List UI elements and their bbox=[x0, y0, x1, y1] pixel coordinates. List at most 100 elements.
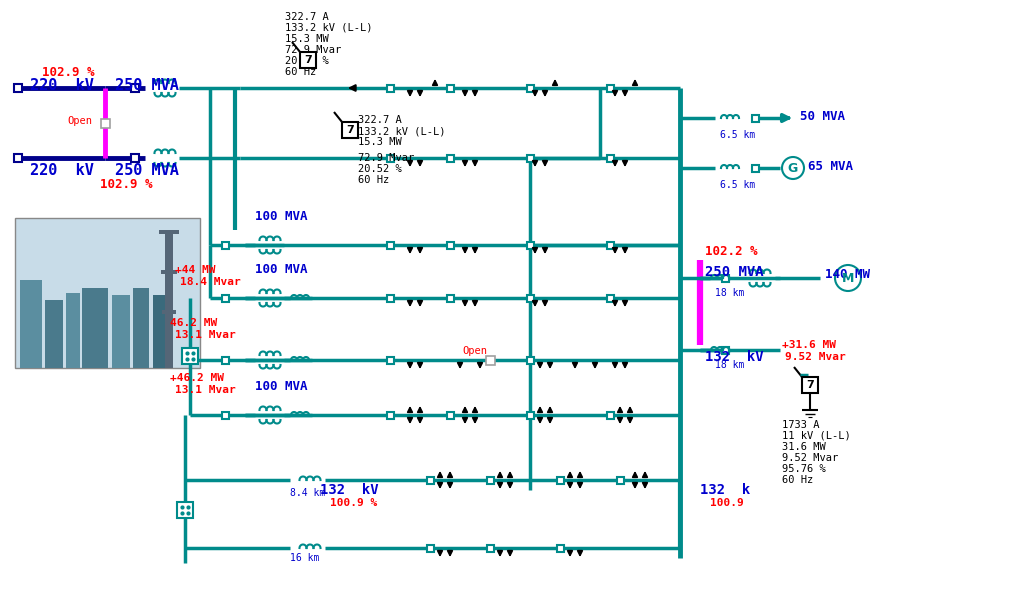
Text: 132  k: 132 k bbox=[700, 483, 751, 497]
Bar bbox=[100, 119, 110, 127]
Text: 60 Hz: 60 Hz bbox=[358, 175, 389, 185]
Text: 7: 7 bbox=[806, 380, 814, 390]
Text: 6.5 km: 6.5 km bbox=[720, 180, 756, 190]
Text: 102.9 %: 102.9 % bbox=[100, 178, 153, 191]
Text: 220  kV: 220 kV bbox=[30, 163, 94, 178]
Bar bbox=[15, 218, 200, 368]
Text: 18.4 Mvar: 18.4 Mvar bbox=[180, 277, 241, 287]
Text: 132  kV: 132 kV bbox=[705, 350, 764, 364]
Text: 15.3 MW: 15.3 MW bbox=[285, 34, 329, 44]
Text: 50 MVA: 50 MVA bbox=[800, 110, 845, 123]
Text: +31.6 MW: +31.6 MW bbox=[782, 340, 836, 350]
Text: 7: 7 bbox=[304, 55, 312, 65]
Bar bbox=[182, 348, 198, 364]
Bar bbox=[131, 84, 139, 92]
Text: 250 MVA: 250 MVA bbox=[115, 78, 179, 93]
Bar bbox=[446, 84, 454, 92]
Bar bbox=[446, 295, 454, 301]
Text: 322.7 A: 322.7 A bbox=[358, 115, 401, 125]
Bar bbox=[446, 242, 454, 248]
Text: Open: Open bbox=[462, 346, 487, 356]
Text: 6.5 km: 6.5 km bbox=[720, 130, 756, 140]
Bar bbox=[446, 154, 454, 162]
Text: 60 Hz: 60 Hz bbox=[285, 67, 316, 77]
Bar bbox=[14, 154, 22, 162]
Bar bbox=[153, 295, 169, 368]
Text: 7: 7 bbox=[346, 125, 354, 135]
Text: 100 MVA: 100 MVA bbox=[255, 380, 307, 393]
Text: 13.1 Mvar: 13.1 Mvar bbox=[175, 385, 236, 395]
Bar bbox=[526, 84, 534, 92]
Text: 72.9 Mvar: 72.9 Mvar bbox=[358, 153, 415, 163]
Bar bbox=[616, 477, 624, 483]
Bar bbox=[752, 114, 759, 122]
Text: 100 MVA: 100 MVA bbox=[255, 263, 307, 276]
Bar bbox=[526, 357, 534, 363]
Bar bbox=[802, 377, 818, 393]
Bar bbox=[165, 230, 173, 368]
Bar bbox=[221, 357, 228, 363]
Text: 100.9 %: 100.9 % bbox=[330, 498, 377, 508]
Bar bbox=[386, 295, 393, 301]
Bar bbox=[133, 288, 150, 368]
Text: 322.7 A: 322.7 A bbox=[285, 12, 329, 22]
Text: 46.2 MW: 46.2 MW bbox=[170, 318, 217, 328]
Bar bbox=[20, 280, 42, 368]
Bar bbox=[161, 270, 177, 274]
Bar bbox=[386, 411, 393, 418]
Text: 65 MVA: 65 MVA bbox=[808, 160, 853, 173]
Bar bbox=[221, 411, 228, 418]
Bar bbox=[606, 154, 613, 162]
Text: 9.52 Mvar: 9.52 Mvar bbox=[782, 453, 839, 463]
Bar bbox=[722, 274, 728, 282]
Bar bbox=[606, 295, 613, 301]
Text: 60 Hz: 60 Hz bbox=[782, 475, 813, 485]
Bar bbox=[427, 477, 433, 483]
Circle shape bbox=[782, 157, 804, 179]
Bar bbox=[386, 154, 393, 162]
Text: 95.76 %: 95.76 % bbox=[782, 464, 825, 474]
Bar bbox=[606, 411, 613, 418]
Bar bbox=[526, 411, 534, 418]
Text: 1733 A: 1733 A bbox=[782, 420, 819, 430]
Bar bbox=[386, 357, 393, 363]
Text: 20.52 %: 20.52 % bbox=[285, 56, 329, 66]
Text: M: M bbox=[842, 271, 854, 285]
Text: 72.9 Mvar: 72.9 Mvar bbox=[285, 45, 341, 55]
Text: 102.2 %: 102.2 % bbox=[705, 245, 758, 258]
Text: 20.52 %: 20.52 % bbox=[358, 164, 401, 174]
Bar bbox=[606, 242, 613, 248]
Bar bbox=[45, 300, 63, 368]
Text: 16 km: 16 km bbox=[290, 553, 319, 563]
Bar bbox=[82, 288, 108, 368]
Bar bbox=[342, 122, 358, 138]
Bar bbox=[221, 242, 228, 248]
Bar bbox=[486, 544, 494, 552]
Text: 13.1 Mvar: 13.1 Mvar bbox=[175, 330, 236, 340]
Circle shape bbox=[835, 265, 861, 291]
Text: 18 km: 18 km bbox=[715, 360, 744, 370]
Bar bbox=[162, 310, 176, 314]
Text: 102.9 %: 102.9 % bbox=[42, 66, 94, 79]
Text: 18 km: 18 km bbox=[715, 288, 744, 298]
Bar bbox=[446, 411, 454, 418]
Text: 250 MVA: 250 MVA bbox=[115, 163, 179, 178]
Bar bbox=[386, 242, 393, 248]
Text: 132  kV: 132 kV bbox=[319, 483, 379, 497]
Text: +46.2 MW: +46.2 MW bbox=[170, 373, 224, 383]
Bar bbox=[486, 477, 494, 483]
Bar bbox=[606, 84, 613, 92]
Text: 11 kV (L-L): 11 kV (L-L) bbox=[782, 431, 851, 441]
Bar bbox=[131, 154, 139, 162]
Text: 8.4 km: 8.4 km bbox=[290, 488, 326, 498]
Bar bbox=[427, 544, 433, 552]
Bar bbox=[221, 295, 228, 301]
Text: Open: Open bbox=[67, 116, 92, 126]
Bar bbox=[386, 84, 393, 92]
Text: 140 MW: 140 MW bbox=[825, 268, 870, 281]
Text: 133.2 kV (L-L): 133.2 kV (L-L) bbox=[358, 126, 445, 136]
Text: 9.52 Mvar: 9.52 Mvar bbox=[785, 352, 846, 362]
Bar bbox=[526, 154, 534, 162]
Text: 220  kV: 220 kV bbox=[30, 78, 94, 93]
Bar bbox=[556, 477, 563, 483]
